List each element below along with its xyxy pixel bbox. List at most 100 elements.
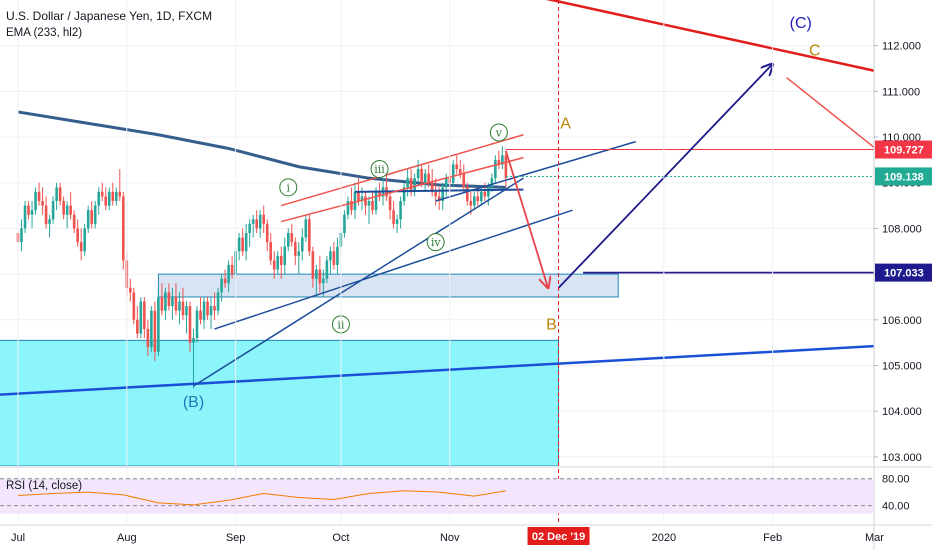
price-label: 107.033 — [875, 263, 932, 282]
candle — [329, 246, 332, 275]
candle — [325, 255, 329, 284]
candle-body — [388, 196, 392, 211]
candle-body — [272, 260, 276, 270]
candle — [90, 201, 94, 229]
candle-body — [332, 251, 336, 265]
wave-label-text: i — [287, 181, 291, 194]
candle-body — [343, 214, 346, 233]
candle-body — [206, 301, 209, 316]
candle — [371, 191, 374, 215]
candle-body — [350, 201, 353, 211]
time-axis-label: Jul — [11, 532, 25, 544]
trend-line — [786, 77, 874, 149]
candle — [220, 274, 223, 302]
wave-arrow — [505, 150, 548, 288]
candle-body — [262, 214, 265, 224]
candle-body — [90, 210, 94, 224]
candle — [420, 164, 423, 188]
candle-body — [276, 255, 280, 270]
candle — [262, 205, 265, 233]
candle-body — [72, 214, 76, 229]
candle-body — [164, 292, 167, 311]
candle-body — [476, 196, 480, 202]
candle-body — [416, 169, 420, 179]
candle-body — [143, 301, 146, 329]
candle — [146, 319, 150, 357]
wave-label-text: (B) — [183, 394, 204, 411]
trend-line — [545, 0, 874, 72]
candle-body — [360, 196, 364, 202]
candle-body — [501, 155, 504, 165]
candle-body — [315, 269, 318, 279]
candle — [143, 296, 146, 339]
candle — [209, 296, 213, 329]
price-label-bg — [875, 140, 932, 159]
wave-label: (B) — [183, 394, 204, 411]
candle — [114, 187, 118, 206]
candle — [55, 182, 58, 211]
candle — [279, 246, 283, 279]
candle — [350, 187, 353, 215]
candle — [364, 191, 367, 215]
candle-body — [279, 255, 283, 265]
candle — [44, 196, 48, 229]
candle — [192, 328, 195, 389]
candle — [244, 223, 248, 261]
candle — [290, 223, 294, 247]
candle — [132, 287, 136, 325]
candle-body — [409, 178, 413, 192]
candle — [72, 210, 76, 233]
candle-body — [483, 191, 487, 197]
candle — [79, 228, 83, 261]
candle-body — [423, 173, 427, 183]
support-zone — [0, 339, 560, 466]
candle-body — [244, 233, 248, 252]
candle-body — [174, 296, 178, 311]
candle-body — [293, 242, 297, 256]
candle — [153, 301, 157, 361]
candle — [406, 169, 409, 197]
candle — [251, 214, 255, 238]
candle — [441, 182, 445, 211]
candle-body — [76, 228, 79, 243]
candle — [494, 155, 497, 183]
candle — [216, 287, 220, 316]
candle — [241, 228, 244, 256]
price-tick-label: 106.000 — [882, 315, 922, 327]
time-axis-label: Mar — [865, 532, 884, 544]
candle-body — [490, 178, 494, 188]
candle-body — [216, 292, 220, 311]
candle — [227, 260, 230, 293]
candle — [139, 296, 143, 339]
candle — [458, 159, 462, 179]
candle-body — [23, 205, 27, 229]
candle — [276, 251, 280, 275]
candle — [107, 187, 111, 211]
candle-body — [325, 260, 329, 279]
candle-body — [437, 196, 441, 202]
candle-body — [122, 196, 125, 261]
candle-body — [420, 169, 423, 183]
candle-body — [304, 219, 308, 238]
candle — [360, 187, 364, 211]
candle — [487, 182, 490, 206]
trend-line — [354, 188, 524, 193]
candle-body — [367, 201, 371, 206]
cursor-date-label: 02 Dec '19 — [527, 527, 590, 545]
candle-body — [171, 296, 174, 307]
candle — [286, 228, 290, 252]
candle — [385, 173, 388, 202]
candle-body — [473, 196, 476, 206]
candle — [213, 292, 216, 320]
candle-body — [230, 264, 234, 275]
candle-body — [132, 292, 136, 320]
candle-body — [178, 301, 181, 311]
time-axis-label: Feb — [763, 532, 782, 544]
candle-body — [79, 242, 83, 252]
price-tick-label: 108.000 — [882, 223, 922, 235]
candle-body — [248, 223, 251, 233]
candle-body — [185, 306, 188, 316]
candle-body — [469, 201, 473, 206]
candle-body — [504, 155, 508, 179]
